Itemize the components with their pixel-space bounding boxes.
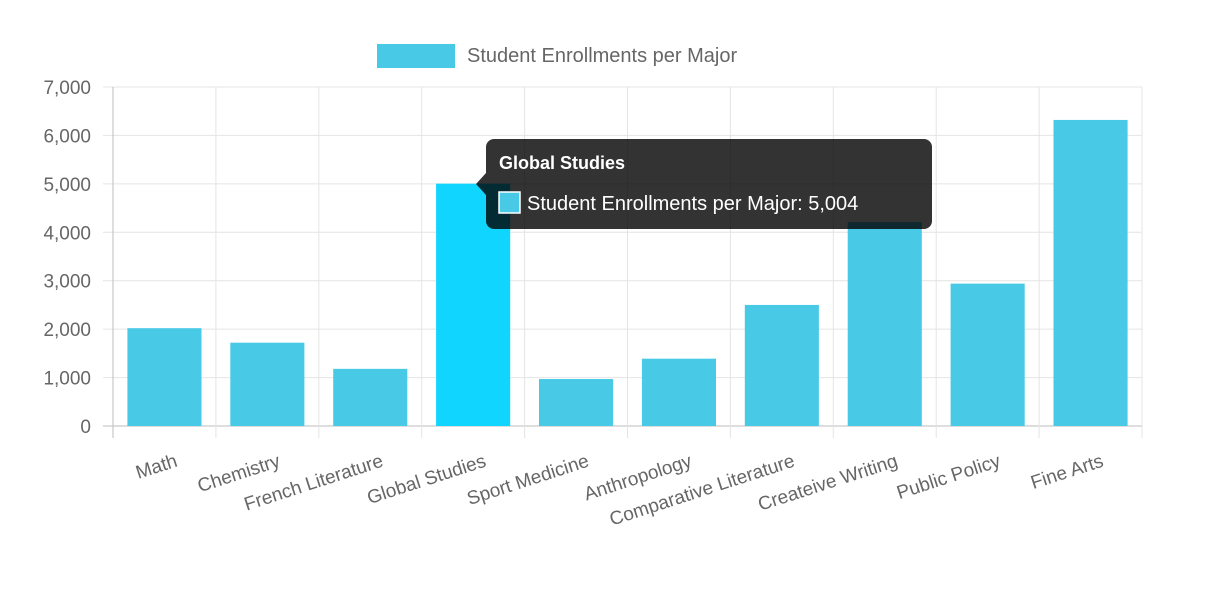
bar-math[interactable] <box>127 328 202 426</box>
y-tick-label: 3,000 <box>43 272 91 293</box>
y-tick-label: 6,000 <box>43 126 91 147</box>
bar-createive-writing[interactable] <box>847 222 922 426</box>
bar-chemistry[interactable] <box>230 342 305 426</box>
tooltip-body: Student Enrollments per Major: 5,004 <box>527 193 858 215</box>
tooltip-title: Global Studies <box>499 153 625 173</box>
y-tick-label: 5,000 <box>43 175 91 196</box>
y-axis-ticks: 0 1,000 2,000 3,000 4,000 5,000 6,000 7,000 <box>43 78 91 438</box>
tooltip-swatch <box>498 191 521 214</box>
tooltip-box <box>486 139 932 229</box>
bar-anthropology[interactable] <box>641 358 716 426</box>
y-tick-label: 7,000 <box>43 78 91 99</box>
y-tick-label: 2,000 <box>43 320 91 341</box>
y-tick-label: 1,000 <box>43 369 91 390</box>
bar-comparative-literature[interactable] <box>744 304 819 426</box>
bar-public-policy[interactable] <box>950 283 1025 426</box>
bar-fine-arts[interactable] <box>1053 119 1128 426</box>
bar-french-literature[interactable] <box>333 368 408 426</box>
legend[interactable]: Student Enrollments per Major <box>377 44 737 68</box>
tooltip: Global Studies Student Enrollments per M… <box>476 139 932 229</box>
y-tick-label: 0 <box>80 417 91 438</box>
x-category-label: Public Policy <box>894 451 1003 504</box>
x-category-label: Math <box>133 451 180 484</box>
x-category-label: Fine Arts <box>1028 451 1106 494</box>
legend-label: Student Enrollments per Major <box>467 45 737 67</box>
legend-swatch <box>377 44 455 68</box>
bar-sport-medicine[interactable] <box>539 379 614 426</box>
tooltip-caret <box>476 173 486 195</box>
y-tick-label: 4,000 <box>43 223 91 244</box>
